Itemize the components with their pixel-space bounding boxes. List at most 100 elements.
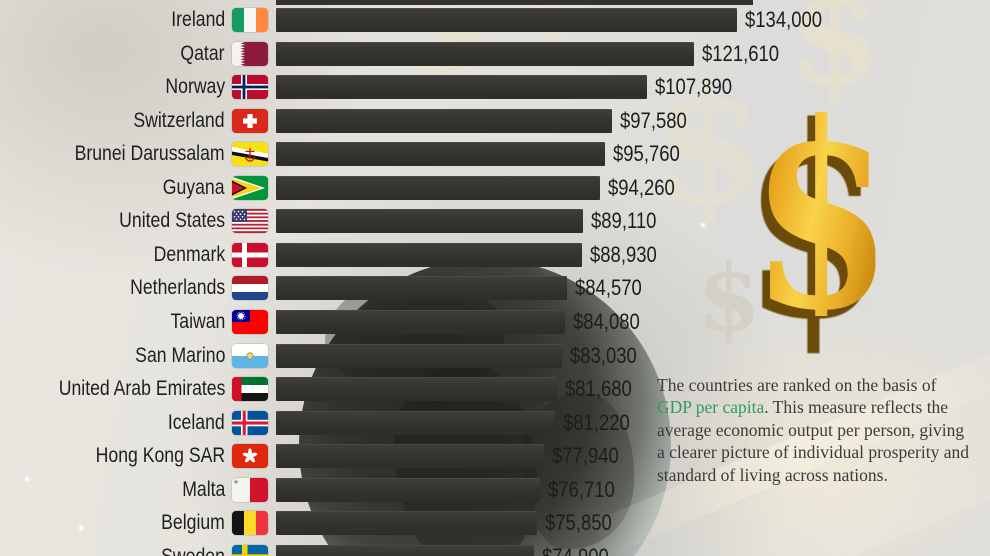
country-label: Denmark (153, 242, 225, 266)
value-label: $74,900 (542, 544, 622, 556)
value-label: $88,930 (590, 241, 657, 267)
chart-row: Iceland $81,220 (0, 406, 990, 440)
chart-row: Ireland $134,000 (0, 3, 990, 37)
value-label: $94,260 (608, 174, 675, 200)
annotation-before: The countries are ranked on the basis of (657, 375, 937, 395)
country-label: Netherlands (129, 276, 225, 300)
chart-row: Norway $107,890 (0, 70, 990, 104)
taiwan-flag-icon (232, 310, 268, 335)
chart-row: Switzerland $97,580 (0, 104, 990, 138)
country-label: Hong Kong SAR (95, 444, 225, 468)
country-label: Taiwan (170, 310, 225, 334)
country-label: Sweden (0, 545, 225, 556)
value-bar (276, 377, 557, 402)
gold-dollar-face: $ (750, 60, 893, 368)
value-label: $81,680 (565, 376, 632, 402)
globe-watermark (299, 259, 671, 556)
chart-row: San Marino $83,030 (0, 339, 990, 373)
dollar-watermark-icon: $ (697, 244, 762, 352)
country-label: San Marino (134, 343, 225, 367)
value-label: $107,890 (655, 74, 733, 100)
chart-row: Hong Kong SAR $77,940 (0, 439, 990, 473)
value-bar (276, 41, 694, 66)
country-label: United Arab Emirates (58, 377, 225, 401)
country-label: Norway (165, 75, 225, 99)
annotation-after: . This measure reflects the average econ… (657, 397, 969, 485)
value-label: $89,110 (591, 208, 657, 234)
malta-flag-icon (232, 477, 268, 502)
value-label: $121,610 (702, 40, 780, 66)
value-label: $84,080 (573, 309, 640, 335)
value-bar (276, 444, 544, 469)
country-label: Ireland (171, 8, 225, 31)
value-bar (276, 108, 612, 133)
value-bar (276, 544, 534, 556)
uae-flag-icon (232, 377, 268, 402)
chart-row: Belgium $75,850 (0, 506, 990, 540)
switzerland-flag-icon (232, 108, 268, 133)
chart-row: Netherlands $84,570 (0, 271, 990, 305)
value-label: $77,940 (552, 443, 619, 469)
annotation-text: The countries are ranked on the basis of… (657, 374, 971, 486)
qatar-flag-icon (232, 41, 268, 66)
norway-flag-icon (232, 75, 268, 100)
chart-row: Denmark $88,930 (0, 238, 990, 272)
iceland-flag-icon (232, 410, 268, 435)
country-label: Brunei Darussalam (74, 142, 225, 166)
value-bar (276, 75, 647, 100)
denmark-flag-icon (232, 242, 268, 267)
sparkle-dot (25, 477, 29, 481)
value-bar (276, 242, 582, 267)
value-bar (276, 343, 562, 368)
value-bar (276, 310, 565, 335)
dollar-watermark-icon: $ (652, 47, 767, 241)
sweden-flag-icon (232, 544, 268, 556)
ireland-flag-icon (232, 8, 268, 32)
value-label: $84,570 (575, 275, 642, 301)
value-bar (276, 511, 537, 536)
belgium-flag-icon (232, 511, 268, 536)
value-bar (276, 8, 737, 32)
value-bar (276, 175, 600, 200)
chart-row: Guyana $94,260 (0, 171, 990, 205)
value-label: $81,220 (563, 409, 630, 435)
gdp-per-capita-highlight: GDP per capita (657, 397, 765, 418)
guyana-flag-icon (232, 175, 268, 200)
country-label: Qatar (180, 41, 225, 65)
value-label: $75,850 (545, 510, 612, 536)
san-marino-flag-icon (232, 343, 268, 368)
netherlands-flag-icon (232, 276, 268, 301)
value-label: $97,580 (620, 107, 687, 133)
value-label: $95,760 (613, 141, 680, 167)
value-bar (276, 477, 540, 502)
country-label: United States (119, 209, 225, 233)
chart-row: United States $89,110 (0, 204, 990, 238)
hong-kong-flag-icon (232, 444, 268, 469)
chart-row: Malta $76,710 (0, 473, 990, 507)
value-label: $83,030 (570, 342, 637, 368)
value-bar (276, 410, 555, 435)
gold-dollar-shadow: $ (743, 92, 885, 354)
usa-flag-icon (232, 209, 268, 234)
value-bar (276, 142, 605, 167)
value-label: $76,710 (548, 476, 615, 502)
sparkle-dot (701, 223, 705, 227)
chart-row: Taiwan $84,080 (0, 305, 990, 339)
chart-row: Sweden $74,900 (0, 540, 990, 556)
country-label: Malta (181, 477, 225, 501)
chart-row: United Arab Emirates $81,680 (0, 372, 990, 406)
value-bar (276, 276, 567, 301)
country-label: Switzerland (133, 108, 225, 132)
cropped-top-bar (276, 0, 753, 5)
country-label: Guyana (163, 175, 225, 199)
gold-dollar-sign-graphic: $ $ (733, 60, 893, 368)
sparkle-dot (79, 526, 83, 530)
value-label: $134,000 (745, 7, 823, 32)
value-bar (276, 209, 583, 234)
chart-row: Qatar $121,610 (0, 37, 990, 71)
chart-row: Brunei Darussalam $95,760 (0, 137, 990, 171)
brunei-flag-icon (232, 142, 268, 167)
dollar-watermark-icon: $ (788, 0, 882, 115)
